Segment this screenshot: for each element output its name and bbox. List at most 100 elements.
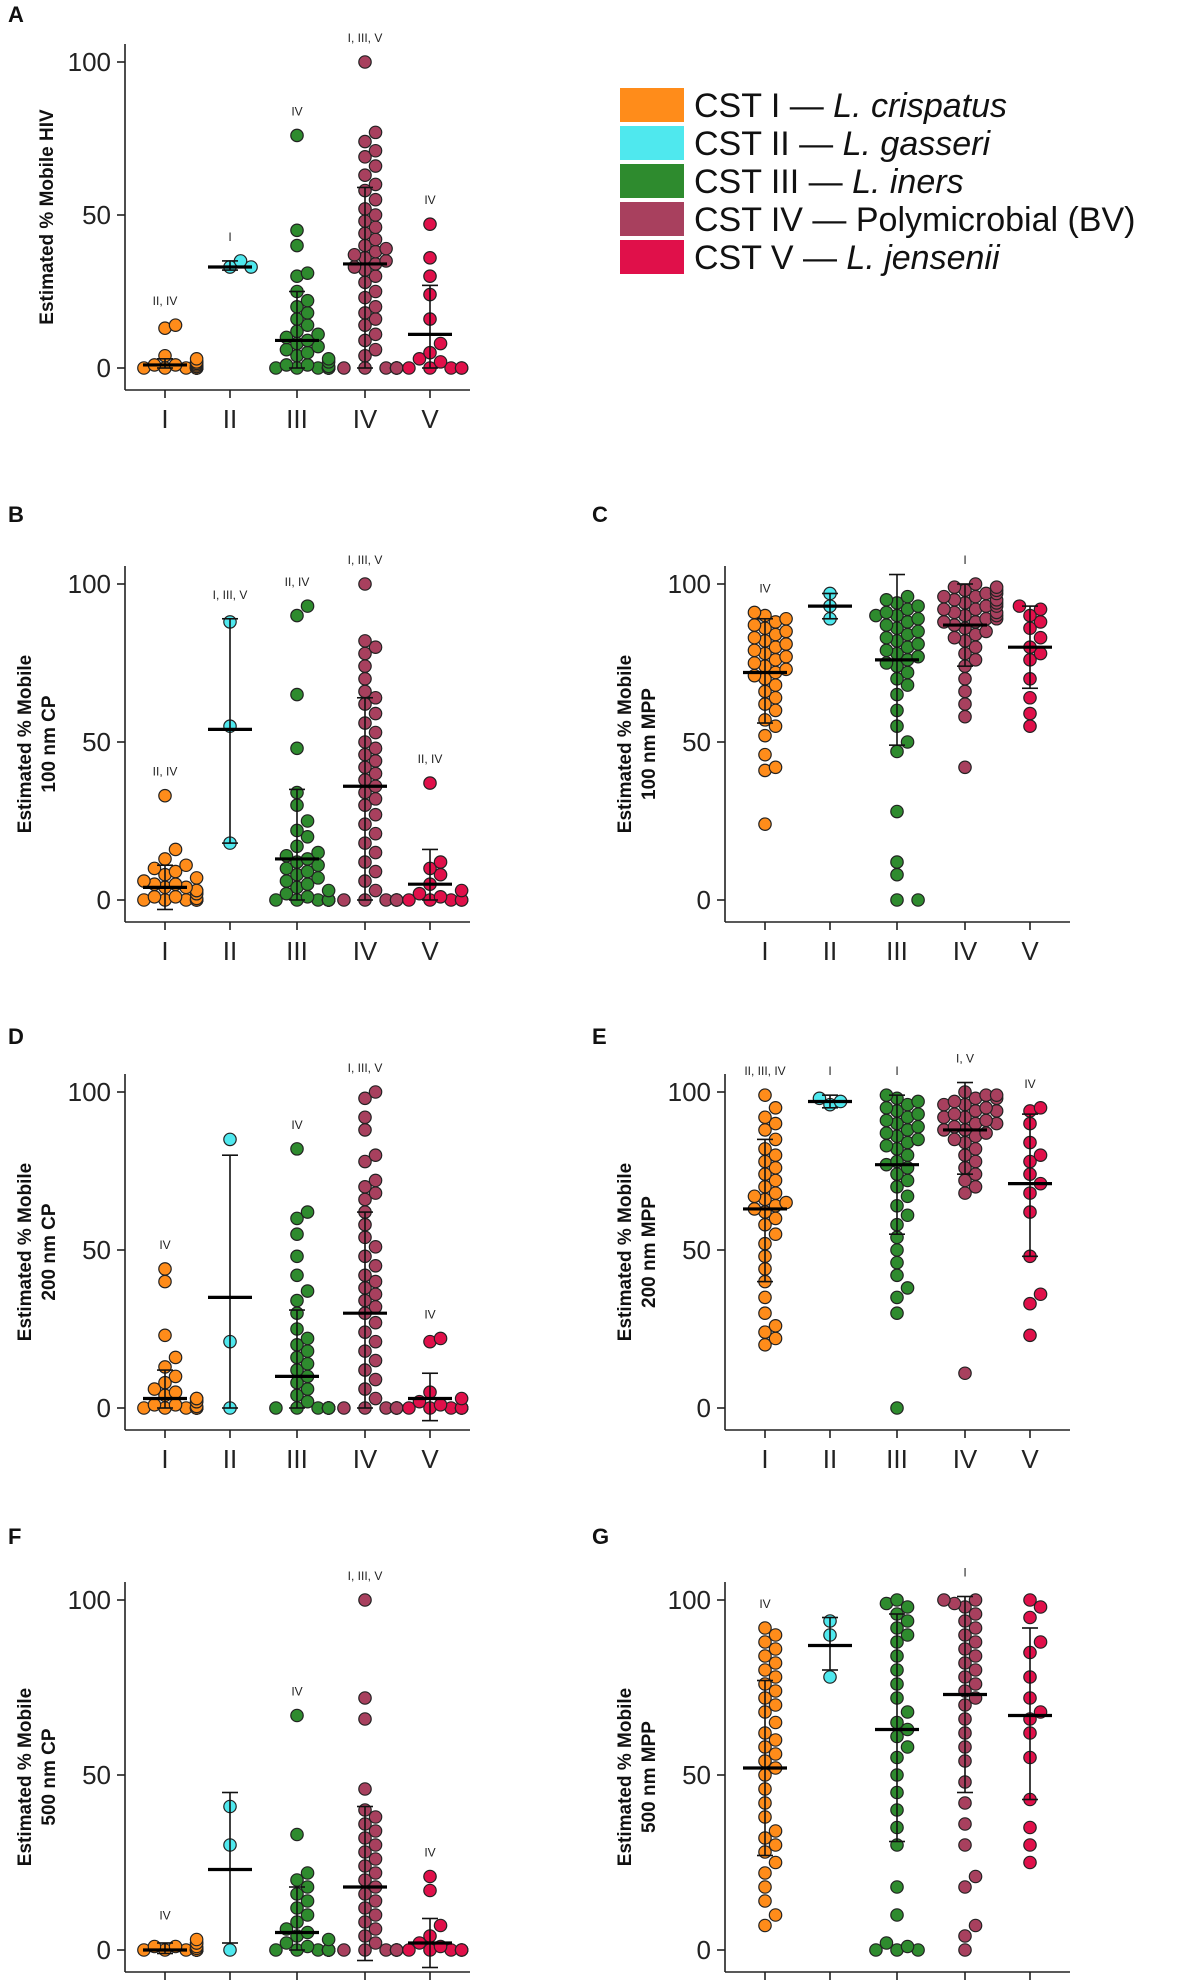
y-axis-title: Estimated % Mobile (15, 1688, 36, 1866)
data-point (358, 671, 372, 686)
significance-label: IV (159, 1909, 170, 1923)
data-point (747, 1189, 762, 1204)
group-II: I (208, 230, 258, 274)
data-point (968, 1607, 983, 1621)
data-point (768, 1838, 783, 1852)
data-point (290, 608, 304, 623)
data-point (758, 1621, 772, 1635)
data-point (989, 1088, 1004, 1102)
data-point (168, 1398, 183, 1412)
y-tick-label: 100 (668, 1585, 711, 1615)
data-point (368, 1085, 383, 1099)
group-V: IV (402, 1846, 469, 1969)
data-point (958, 760, 972, 775)
data-point (337, 1401, 351, 1415)
data-point (911, 1107, 925, 1121)
group-V: IV (402, 1307, 469, 1422)
y-tick-label: 50 (82, 727, 111, 757)
data-point (368, 192, 383, 207)
x-tick-label: I (761, 1444, 768, 1474)
x-tick-label: IV (353, 1444, 378, 1474)
legend-species: L. gasseri (843, 125, 992, 163)
data-point (300, 890, 315, 904)
panel-letter: G (592, 1524, 609, 1549)
data-point (768, 1628, 783, 1642)
legend-species: L. jensenii (846, 239, 1001, 277)
data-point (358, 1154, 372, 1169)
legend-species: L. iners (852, 163, 964, 201)
data-point (358, 134, 372, 149)
data-point (423, 251, 437, 265)
data-point (1033, 1101, 1048, 1115)
data-point (368, 725, 383, 740)
data-point (900, 589, 915, 604)
data-point (368, 143, 383, 158)
legend-label: CST II — L. gasseri (694, 125, 991, 163)
data-point (290, 238, 304, 253)
data-point (1023, 1820, 1037, 1835)
data-point (300, 814, 315, 828)
y-tick-label: 50 (82, 200, 111, 230)
data-point (368, 1894, 383, 1908)
data-point (158, 1274, 172, 1289)
group-III: IV (269, 1685, 336, 1957)
data-point (412, 886, 427, 901)
data-point (747, 605, 762, 620)
group-I: IV (743, 1597, 787, 1933)
data-point (368, 883, 383, 898)
data-point (368, 1852, 383, 1866)
data-point (368, 125, 383, 140)
data-point (968, 1621, 983, 1635)
data-point (368, 1372, 383, 1387)
group-IV: I, III, V (337, 31, 404, 375)
data-point (768, 1227, 783, 1241)
data-point (168, 318, 183, 332)
data-point (758, 747, 772, 762)
data-point (947, 1132, 962, 1147)
significance-label: I, V (956, 1052, 974, 1066)
data-point (747, 630, 762, 645)
group-IV: I, III, V (337, 1569, 404, 1962)
group-I: II, IV (137, 294, 204, 375)
data-point (890, 1255, 904, 1270)
legend-swatch (620, 202, 684, 236)
y-axis-title: 200 nm CP (39, 1203, 60, 1300)
data-point (890, 1268, 904, 1283)
data-point (947, 1094, 962, 1109)
legend-species: L. crispatus (833, 87, 1007, 125)
data-point (1023, 1296, 1037, 1311)
significance-label: IV (159, 1238, 170, 1252)
data-point (879, 1138, 894, 1153)
data-point (300, 358, 315, 372)
data-point (890, 1243, 904, 1257)
x-tick-label: IV (353, 404, 378, 434)
y-axis-title: Estimated % Mobile (615, 655, 636, 833)
data-point (758, 1649, 772, 1663)
significance-label: I (895, 1064, 898, 1078)
data-point (768, 1656, 783, 1670)
group-I: IV (743, 581, 793, 831)
data-point (879, 630, 894, 645)
x-tick-label: III (286, 1444, 308, 1474)
data-point (890, 744, 904, 759)
data-point (779, 1195, 793, 1210)
data-point (158, 852, 172, 866)
legend-item-IV: CST IV — Polymicrobial (BV) (620, 201, 1135, 239)
data-point (768, 1319, 783, 1333)
significance-label: IV (291, 1118, 302, 1132)
data-point (768, 1747, 783, 1761)
data-point (968, 1663, 983, 1677)
data-point (937, 589, 951, 604)
data-point (368, 741, 383, 756)
data-point (137, 874, 151, 888)
data-point (768, 1855, 783, 1870)
data-point (290, 1268, 304, 1283)
data-point (900, 1705, 915, 1719)
data-point (337, 1943, 351, 1957)
data-point (358, 577, 372, 591)
significance-label: I, III, V (348, 31, 383, 45)
legend-item-III: CST III — L. iners (620, 163, 964, 201)
data-point (1023, 706, 1037, 721)
